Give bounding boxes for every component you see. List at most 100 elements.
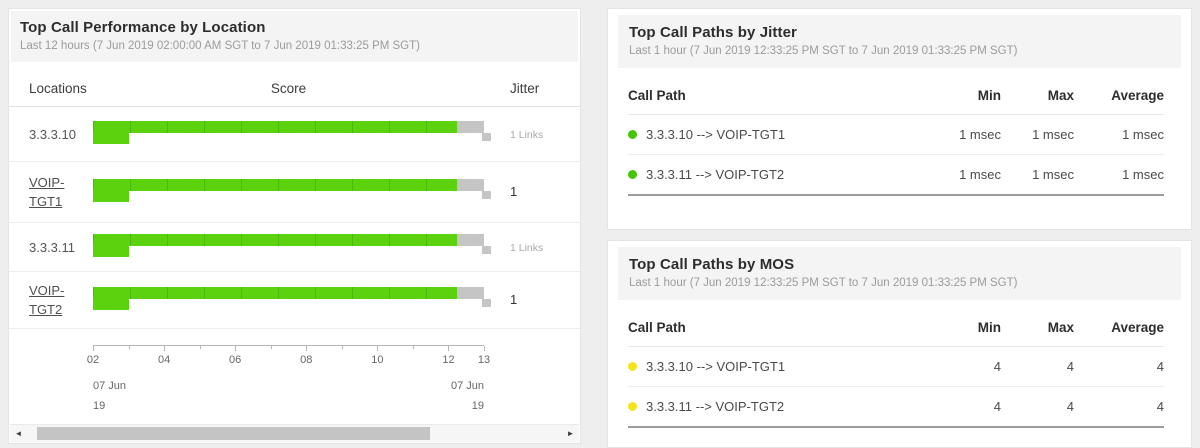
score-bar-gray[interactable] (457, 287, 484, 300)
x-axis-tick (448, 346, 450, 351)
max-value: 4 (1066, 399, 1074, 414)
horizontal-scrollbar[interactable]: ◄ ► (10, 424, 579, 442)
score-sub-bar-green[interactable] (93, 131, 129, 145)
status-dot-icon (628, 130, 637, 139)
axis-date-line: 19 (471, 400, 484, 412)
score-sub-bar-gray[interactable] (482, 133, 492, 142)
location-row: VOIP-TGT1 1 (9, 162, 580, 224)
x-axis-label: 02 (86, 354, 100, 366)
call-path-row[interactable]: 3.3.3.10 --> VOIP-TGT1 4 4 4 (628, 347, 1164, 387)
x-axis-label: 10 (371, 354, 384, 366)
panel-header: Top Call Performance by Location Last 12… (11, 11, 578, 62)
x-axis-area: 07 Jun 19 07 Jun 19 02 04 06 08 10 12 13 (9, 345, 580, 424)
panel-title: Top Call Paths by Jitter (629, 24, 797, 41)
x-axis-label: 04 (157, 354, 171, 366)
axis-date-end: 07 Jun 19 (451, 376, 484, 416)
location-link[interactable]: VOIP-TGT1 (29, 175, 65, 210)
column-header-row: Call Path Min Max Average (628, 308, 1164, 347)
score-bar-green[interactable] (93, 179, 458, 192)
status-dot-icon (628, 170, 637, 179)
average-value: 1 msec (1122, 167, 1164, 182)
score-bar-gray[interactable] (457, 121, 484, 134)
jitter-value: 1 Links (510, 242, 544, 255)
call-paths-mos-panel: Top Call Paths by MOS Last 1 hour (7 Jun… (607, 240, 1192, 448)
panel-header: Top Call Paths by Jitter Last 1 hour (7 … (618, 15, 1181, 68)
max-value: 4 (1066, 359, 1074, 374)
table-bottom-border (628, 194, 1164, 196)
x-axis-tick (306, 346, 308, 351)
x-axis-tick (199, 346, 201, 349)
location-row: 3.3.3.11 1 Links (9, 223, 580, 273)
axis-date-start: 07 Jun 19 (93, 376, 126, 416)
location-row: VOIP-TGT2 1 (9, 272, 580, 329)
call-path-label: 3.3.3.10 --> VOIP-TGT1 (646, 127, 786, 142)
column-header-call-path: Call Path (628, 319, 686, 335)
score-bar-green[interactable] (93, 234, 458, 247)
score-bar-green[interactable] (93, 287, 458, 300)
min-value: 1 msec (959, 127, 1001, 142)
panel-subtitle: Last 1 hour (7 Jun 2019 12:33:25 PM SGT … (629, 45, 1018, 57)
jitter-value: 1 (510, 184, 518, 200)
score-bar-gray[interactable] (457, 234, 484, 247)
scroll-left-arrow-icon[interactable]: ◄ (14, 429, 23, 438)
call-path-row[interactable]: 3.3.3.11 --> VOIP-TGT2 1 msec 1 msec 1 m… (628, 155, 1164, 194)
min-value: 4 (993, 399, 1001, 414)
column-header-min: Min (977, 87, 1001, 103)
column-header-row: Locations Score Jitter (9, 70, 580, 108)
status-dot-icon (628, 362, 637, 371)
x-axis-tick (128, 346, 130, 349)
min-value: 4 (993, 359, 1001, 374)
call-path-row[interactable]: 3.3.3.10 --> VOIP-TGT1 1 msec 1 msec 1 m… (628, 115, 1164, 155)
call-path-label: 3.3.3.10 --> VOIP-TGT1 (646, 359, 786, 374)
score-sub-bar-green[interactable] (93, 244, 129, 258)
score-sub-bar-gray[interactable] (482, 299, 492, 308)
x-axis-label: 12 (442, 354, 455, 366)
max-value: 1 msec (1032, 167, 1074, 182)
score-bar[interactable] (93, 179, 492, 205)
panel-title: Top Call Performance by Location (20, 19, 266, 36)
column-header-jitter: Jitter (510, 80, 540, 96)
score-bar-gray[interactable] (457, 179, 484, 192)
column-header-locations: Locations (29, 80, 87, 96)
column-header-row: Call Path Min Max Average (628, 76, 1164, 115)
x-axis-tick (412, 346, 414, 349)
score-bar[interactable] (93, 287, 492, 313)
call-path-row[interactable]: 3.3.3.11 --> VOIP-TGT2 4 4 4 (628, 387, 1164, 426)
call-performance-panel: Top Call Performance by Location Last 12… (8, 8, 581, 444)
score-bar[interactable] (93, 234, 492, 260)
scrollbar-thumb[interactable] (37, 427, 430, 440)
x-axis-label: 08 (300, 354, 313, 366)
x-axis-tick (164, 346, 166, 351)
score-sub-bar-green[interactable] (93, 189, 129, 203)
column-header-min: Min (977, 319, 1001, 335)
panel-subtitle: Last 1 hour (7 Jun 2019 12:33:25 PM SGT … (629, 277, 1018, 289)
average-value: 4 (1156, 359, 1164, 374)
location-label: 3.3.3.10 (29, 126, 76, 142)
max-value: 1 msec (1032, 127, 1074, 142)
column-header-max: Max (1047, 87, 1074, 103)
score-sub-bar-gray[interactable] (482, 191, 492, 200)
x-axis-tick (93, 346, 94, 351)
score-bar[interactable] (93, 121, 492, 147)
location-row: 3.3.3.10 1 Links (9, 107, 580, 163)
score-bar-green[interactable] (93, 121, 458, 134)
x-axis-tick (377, 346, 379, 351)
column-header-call-path: Call Path (628, 87, 686, 103)
axis-date-line: 07 Jun (93, 380, 127, 392)
jitter-value: 1 (510, 292, 518, 308)
x-axis: 07 Jun 19 07 Jun 19 02 04 06 08 10 12 13 (87, 345, 490, 424)
scroll-right-arrow-icon[interactable]: ► (566, 429, 575, 438)
score-sub-bar-green[interactable] (93, 297, 129, 311)
x-axis-tick (235, 346, 237, 351)
panel-header: Top Call Paths by MOS Last 1 hour (7 Jun… (618, 247, 1181, 300)
jitter-value: 1 Links (510, 129, 544, 142)
column-header-max: Max (1047, 319, 1074, 335)
score-sub-bar-gray[interactable] (482, 246, 492, 255)
x-axis-tick (270, 346, 272, 349)
axis-date-line: 19 (93, 400, 106, 412)
call-path-label: 3.3.3.11 --> VOIP-TGT2 (646, 399, 785, 414)
call-paths-jitter-panel: Top Call Paths by Jitter Last 1 hour (7 … (607, 8, 1192, 230)
table-bottom-border (628, 426, 1164, 428)
column-header-average: Average (1111, 87, 1164, 103)
location-link[interactable]: VOIP-TGT2 (29, 283, 65, 318)
